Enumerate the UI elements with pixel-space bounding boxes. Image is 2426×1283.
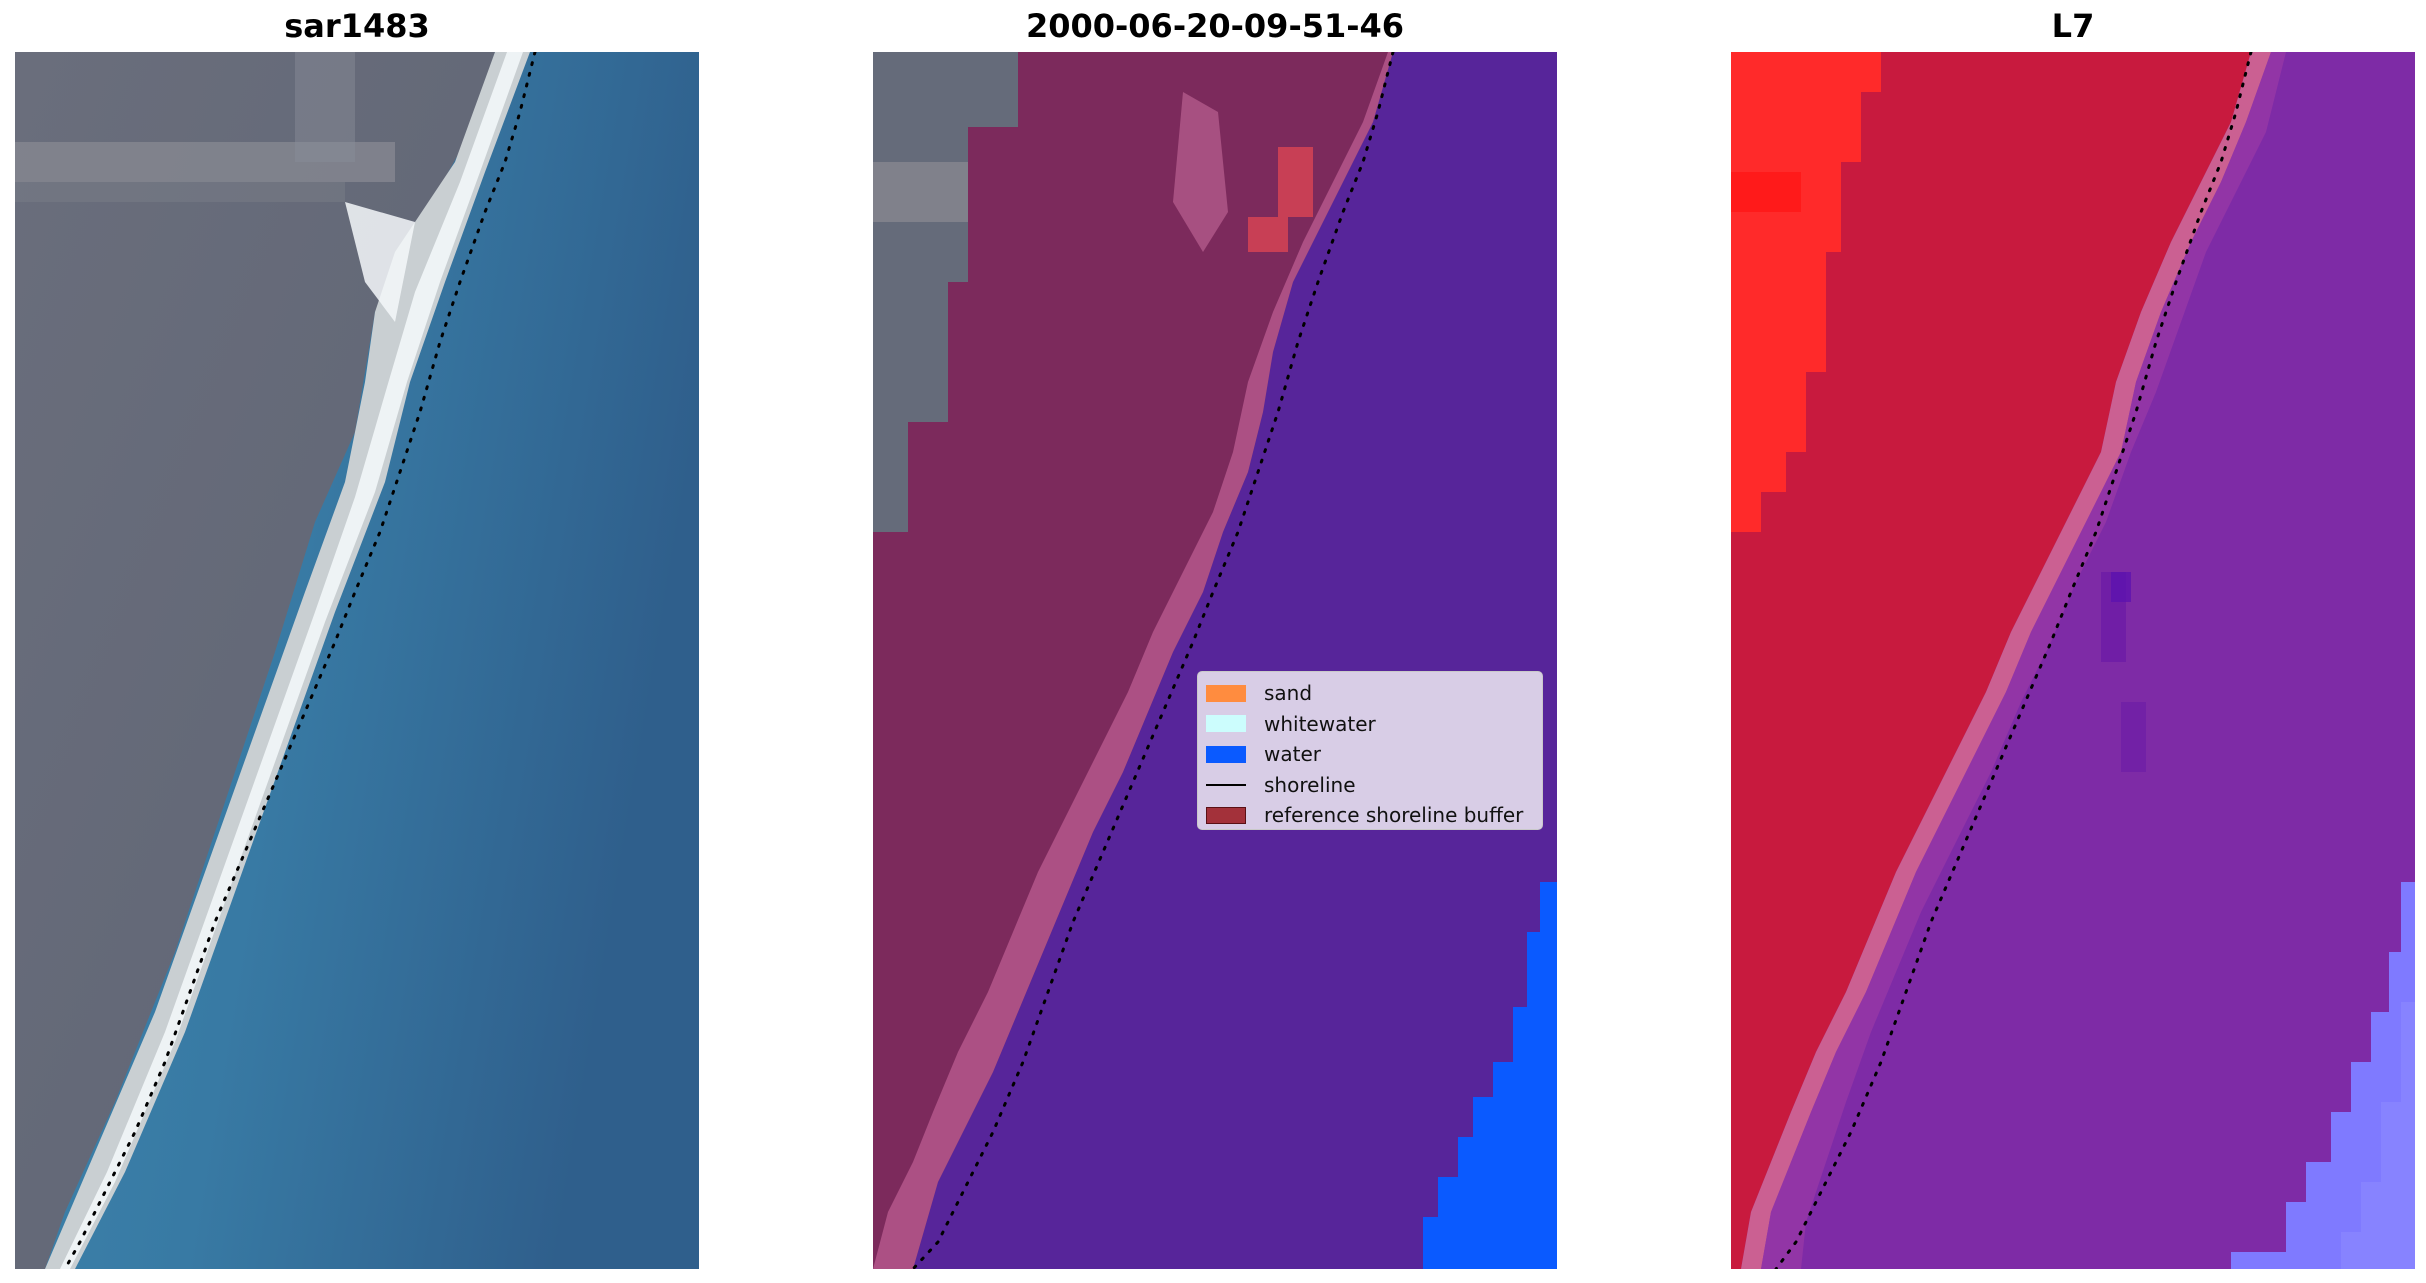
panel-title-rgb: sar1483: [284, 7, 430, 45]
legend-label-sand: sand: [1264, 681, 1313, 706]
legend-swatch-water: [1206, 745, 1246, 763]
legend-swatch-shoreline: [1206, 783, 1246, 786]
legend-swatch-sand: [1206, 684, 1246, 702]
legend-item-sand: sand: [1206, 678, 1534, 709]
legend: sand whitewater water shoreline referenc…: [1197, 671, 1543, 830]
panel-title-classified: 2000-06-20-09-51-46: [1025, 7, 1405, 45]
classified-image-panel: [873, 52, 1557, 1269]
legend-item-whitewater: whitewater: [1206, 709, 1534, 740]
panel-title-index: L7: [2051, 7, 2095, 45]
legend-item-reference-buffer: reference shoreline buffer: [1206, 800, 1534, 831]
legend-label-shoreline: shoreline: [1264, 772, 1356, 797]
index-image-panel: [1731, 52, 2415, 1269]
legend-label-reference-buffer: reference shoreline buffer: [1264, 803, 1524, 828]
legend-swatch-whitewater: [1206, 715, 1246, 733]
classified-image: [873, 52, 1557, 1269]
legend-item-shoreline: shoreline: [1206, 770, 1534, 801]
rgb-image-panel: [15, 52, 699, 1269]
legend-label-water: water: [1264, 742, 1321, 767]
legend-label-whitewater: whitewater: [1264, 711, 1376, 736]
index-image: [1731, 52, 2415, 1269]
rgb-image: [15, 52, 699, 1269]
legend-swatch-reference-buffer: [1206, 806, 1246, 824]
legend-item-water: water: [1206, 739, 1534, 770]
